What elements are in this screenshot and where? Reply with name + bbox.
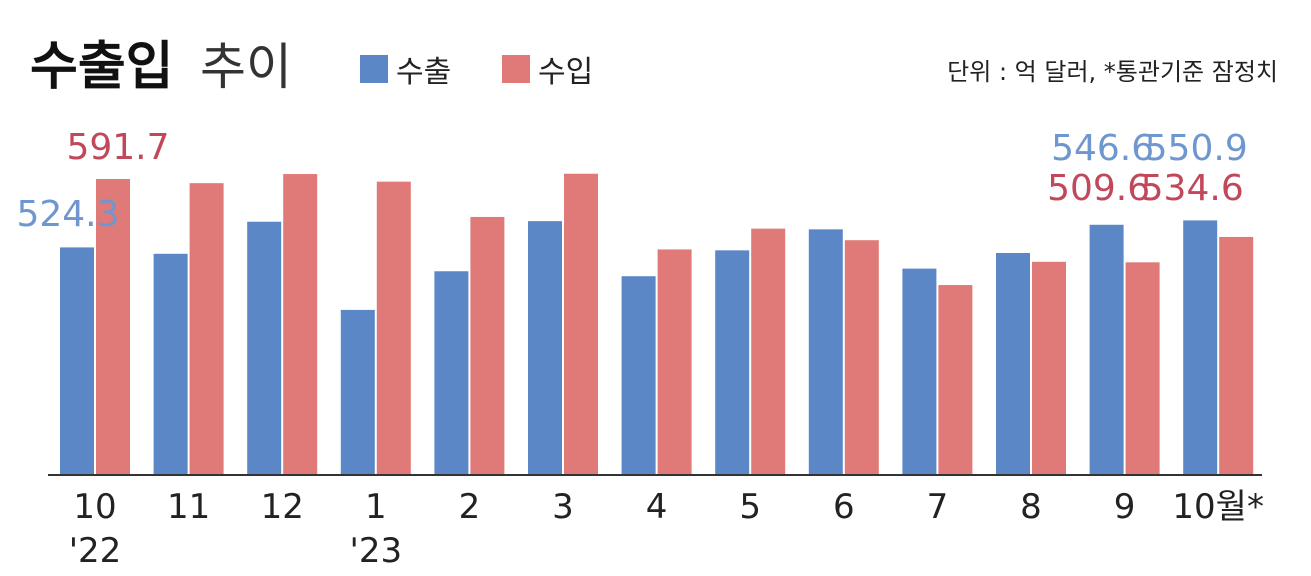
x-tick-label-9: 7 (927, 487, 949, 527)
chart-title-bold: 수출입 (30, 37, 174, 97)
bar-export-9 (902, 268, 937, 475)
x-tick-label-5: 3 (552, 487, 574, 527)
x-tick-label-11: 9 (1114, 487, 1136, 527)
bar-import-1 (189, 183, 224, 475)
x-tick-label-0: 10 (73, 487, 116, 527)
chart-title-light: 추이 (200, 38, 292, 96)
bar-import-10 (1032, 261, 1066, 475)
x-tick-label-12: 10월* (1172, 487, 1264, 527)
bar-import-7 (751, 228, 786, 475)
bar-import-9 (938, 285, 973, 475)
x-tick-label-6: 4 (646, 487, 668, 527)
bar-import-3 (376, 181, 411, 475)
unit-note: 단위 : 억 달러, *통관기준 잠정치 (947, 58, 1278, 86)
bar-import-11 (1125, 262, 1160, 475)
x-tick-label-10: 8 (1020, 487, 1042, 527)
bar-import-6 (657, 249, 692, 475)
bar-export-2 (247, 221, 282, 475)
bar-import-0 (96, 179, 130, 475)
bars (60, 173, 1254, 475)
bar-export-0 (60, 247, 94, 475)
chart-header: 수출입 추이 (30, 37, 292, 97)
legend-label-import: 수입 (538, 55, 593, 90)
data-label-import-0: 591.7 (66, 127, 169, 168)
x-tick-label-3: 1 (365, 487, 387, 527)
legend-swatch-import (502, 55, 530, 83)
bar-export-4 (434, 271, 469, 475)
x-axis-ticks: 10'22 11 12 1'23 2 3 4 5 6 7 8 9 10월* (69, 487, 1264, 571)
x-tick-sublabel-0: '22 (69, 531, 122, 571)
bar-import-8 (844, 240, 879, 475)
legend-label-export: 수출 (396, 55, 451, 90)
data-label-export-0: 524.3 (16, 194, 119, 235)
data-label-export-11: 546.6 (1051, 128, 1154, 169)
bar-export-11 (1089, 224, 1124, 475)
bar-import-4 (470, 216, 505, 475)
x-tick-label-2: 12 (261, 487, 304, 527)
x-tick-label-4: 2 (459, 487, 481, 527)
bar-export-8 (808, 229, 843, 475)
bar-export-3 (340, 309, 375, 475)
data-label-import-11: 509.6 (1047, 168, 1150, 209)
bar-export-5 (528, 221, 562, 475)
legend: 수출 수입 (360, 55, 593, 90)
data-label-import-12: 534.6 (1141, 168, 1244, 209)
x-tick-sublabel-3: '23 (349, 531, 402, 571)
bar-export-1 (153, 253, 188, 475)
bar-import-5 (564, 173, 598, 475)
bar-import-12 (1219, 236, 1254, 475)
x-tick-label-1: 11 (167, 487, 210, 527)
bar-export-12 (1183, 220, 1218, 475)
bar-export-6 (621, 276, 656, 475)
legend-swatch-export (360, 55, 388, 83)
bar-export-10 (996, 252, 1030, 475)
bar-export-7 (715, 250, 750, 475)
x-tick-label-8: 6 (833, 487, 855, 527)
x-tick-label-7: 5 (739, 487, 761, 527)
data-label-export-12: 550.9 (1145, 128, 1248, 169)
bar-import-2 (283, 174, 318, 475)
